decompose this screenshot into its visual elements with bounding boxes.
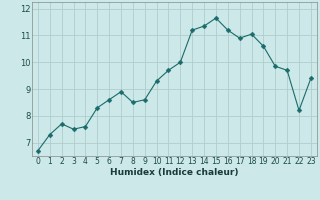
X-axis label: Humidex (Indice chaleur): Humidex (Indice chaleur) <box>110 168 239 177</box>
